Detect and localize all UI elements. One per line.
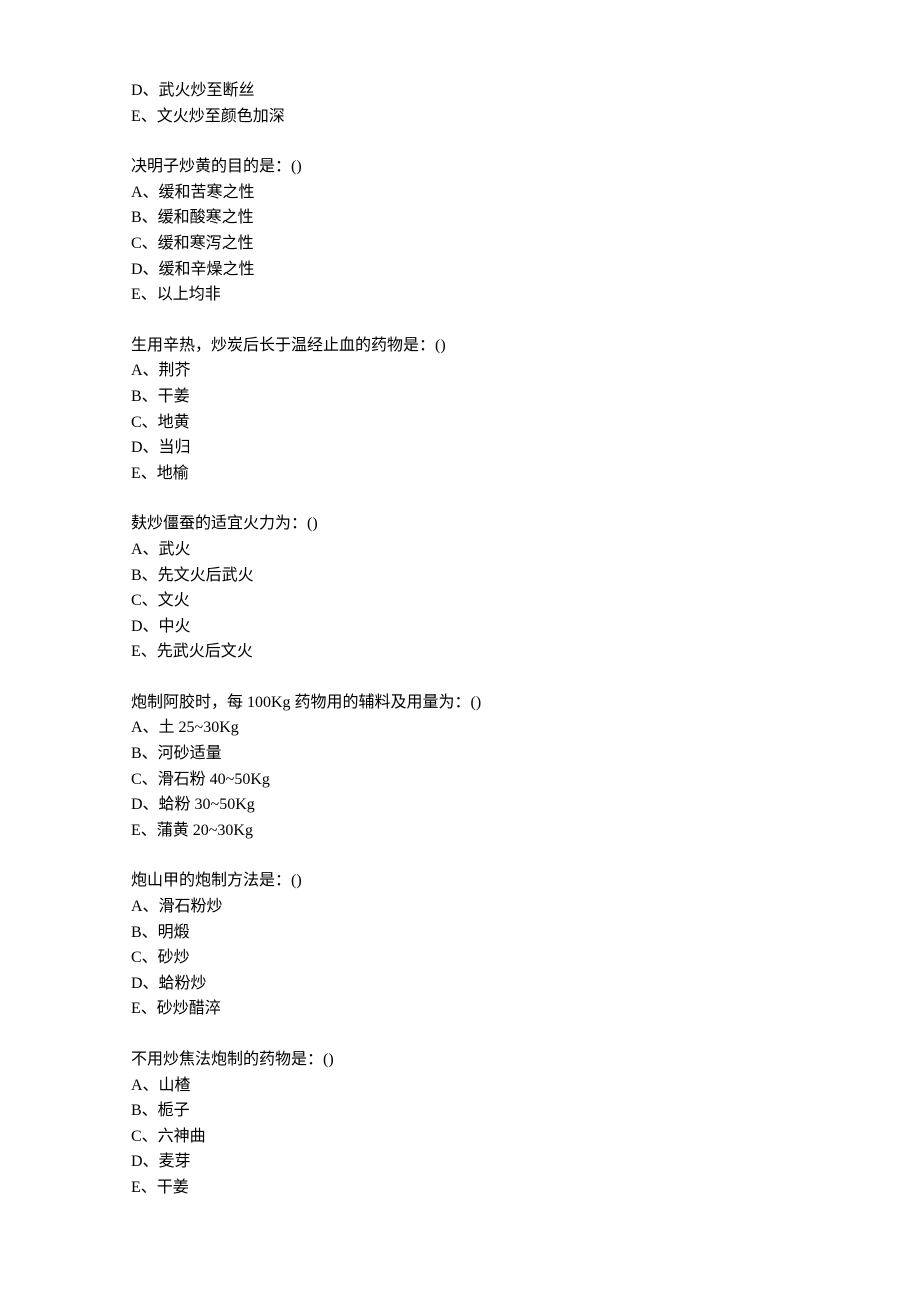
question-6: 不用炒焦法炮制的药物是：() A、山楂 B、栀子 C、六神曲 D、麦芽 E、干姜 [131, 1047, 920, 1201]
option-c: C、滑石粉 40~50Kg [131, 767, 920, 793]
question-text: 生用辛热，炒炭后长于温经止血的药物是：() [131, 333, 920, 359]
option-a: A、土 25~30Kg [131, 715, 920, 741]
option-a: A、山楂 [131, 1073, 920, 1099]
option-d: D、中火 [131, 614, 920, 640]
option-b: B、干姜 [131, 384, 920, 410]
option-c: C、地黄 [131, 410, 920, 436]
option-e: E、地榆 [131, 461, 920, 487]
option-b: B、缓和酸寒之性 [131, 205, 920, 231]
option-c: C、文火 [131, 588, 920, 614]
option-d: D、缓和辛燥之性 [131, 257, 920, 283]
option-e: E、文火炒至颜色加深 [131, 104, 920, 130]
option-d: D、麦芽 [131, 1149, 920, 1175]
question-text: 不用炒焦法炮制的药物是：() [131, 1047, 920, 1073]
question-1: 决明子炒黄的目的是：() A、缓和苦寒之性 B、缓和酸寒之性 C、缓和寒泻之性 … [131, 154, 920, 308]
option-b: B、栀子 [131, 1098, 920, 1124]
option-b: B、河砂适量 [131, 741, 920, 767]
question-text: 炮山甲的炮制方法是：() [131, 868, 920, 894]
option-a: A、荆芥 [131, 358, 920, 384]
option-e: E、蒲黄 20~30Kg [131, 818, 920, 844]
option-c: C、缓和寒泻之性 [131, 231, 920, 257]
option-d: D、蛤粉 30~50Kg [131, 792, 920, 818]
question-text: 炮制阿胶时，每 100Kg 药物用的辅料及用量为：() [131, 690, 920, 716]
option-b: B、先文火后武火 [131, 563, 920, 589]
option-b: B、明煅 [131, 920, 920, 946]
option-d: D、蛤粉炒 [131, 971, 920, 997]
option-d: D、武火炒至断丝 [131, 78, 920, 104]
question-4: 炮制阿胶时，每 100Kg 药物用的辅料及用量为：() A、土 25~30Kg … [131, 690, 920, 844]
question-5: 炮山甲的炮制方法是：() A、滑石粉炒 B、明煅 C、砂炒 D、蛤粉炒 E、砂炒… [131, 868, 920, 1022]
question-text: 麸炒僵蚕的适宜火力为：() [131, 511, 920, 537]
fragment-options: D、武火炒至断丝 E、文火炒至颜色加深 [131, 78, 920, 129]
option-e: E、砂炒醋淬 [131, 996, 920, 1022]
option-d: D、当归 [131, 435, 920, 461]
question-text: 决明子炒黄的目的是：() [131, 154, 920, 180]
option-a: A、武火 [131, 537, 920, 563]
question-2: 生用辛热，炒炭后长于温经止血的药物是：() A、荆芥 B、干姜 C、地黄 D、当… [131, 333, 920, 487]
option-c: C、砂炒 [131, 945, 920, 971]
option-c: C、六神曲 [131, 1124, 920, 1150]
option-e: E、以上均非 [131, 282, 920, 308]
question-3: 麸炒僵蚕的适宜火力为：() A、武火 B、先文火后武火 C、文火 D、中火 E、… [131, 511, 920, 665]
option-a: A、滑石粉炒 [131, 894, 920, 920]
option-e: E、干姜 [131, 1175, 920, 1201]
option-e: E、先武火后文火 [131, 639, 920, 665]
option-a: A、缓和苦寒之性 [131, 180, 920, 206]
